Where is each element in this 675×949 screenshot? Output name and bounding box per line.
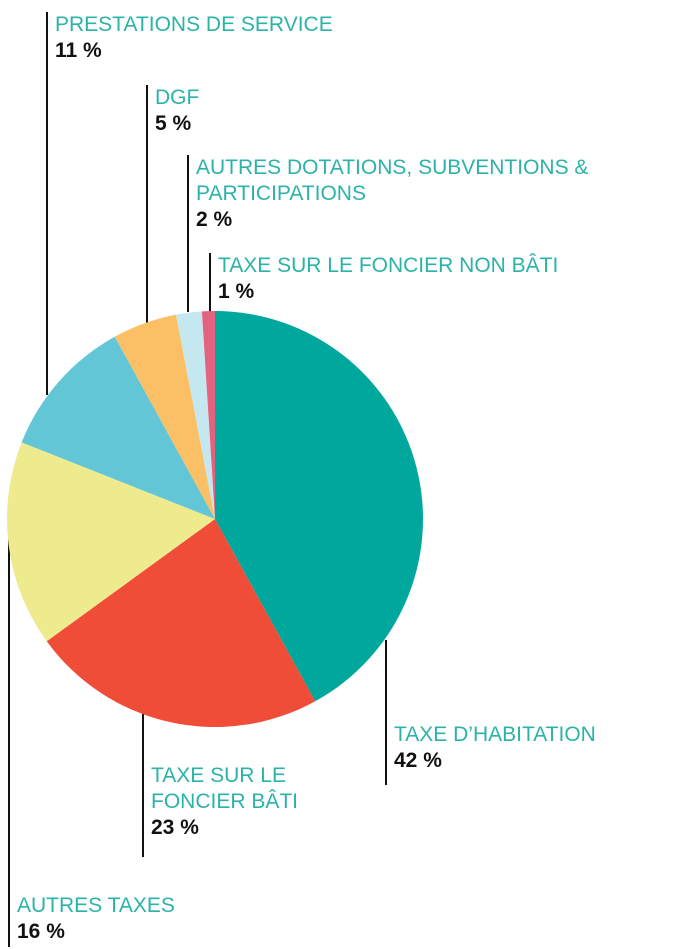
category-label: TAXE SUR LE FONCIER NON BÂTI <box>218 254 559 277</box>
pie-slice <box>46 519 316 727</box>
slice-label: AUTRES DOTATIONS, SUBVENTIONS & PARTICIP… <box>196 155 675 233</box>
slice-label: AUTRES TAXES 16 % <box>17 893 267 945</box>
pie-slice <box>215 311 424 702</box>
category-label: DGF <box>155 86 200 109</box>
value-label: 1 % <box>218 280 255 303</box>
value-label: 5 % <box>155 112 192 135</box>
value-label: 11 % <box>55 39 102 62</box>
pie-slice <box>201 311 215 519</box>
value-label: 2 % <box>196 208 233 231</box>
slice-label: TAXE SUR LE FONCIER NON BÂTI 1 % <box>218 253 668 305</box>
category-label: TAXE SUR LE FONCIER BÂTI <box>151 764 299 813</box>
pie-slice <box>6 442 216 642</box>
value-label: 16 % <box>17 920 65 943</box>
pie-slice <box>114 314 215 519</box>
slice-label: TAXE SUR LE FONCIER BÂTI 23 % <box>151 763 341 841</box>
value-label: 42 % <box>394 749 442 772</box>
category-label: TAXE D’HABITATION <box>394 723 596 746</box>
value-label: 23 % <box>151 816 199 839</box>
category-label: PRESTATIONS DE SERVICE <box>55 13 333 36</box>
pie-slice <box>176 311 215 519</box>
pie-slice <box>21 336 215 519</box>
slice-label: DGF 5 % <box>155 85 355 137</box>
slice-label: TAXE D’HABITATION 42 % <box>394 722 664 774</box>
category-label: AUTRES DOTATIONS, SUBVENTIONS & PARTICIP… <box>196 156 589 205</box>
category-label: AUTRES TAXES <box>17 894 175 917</box>
slice-label: PRESTATIONS DE SERVICE 11 % <box>55 12 455 64</box>
